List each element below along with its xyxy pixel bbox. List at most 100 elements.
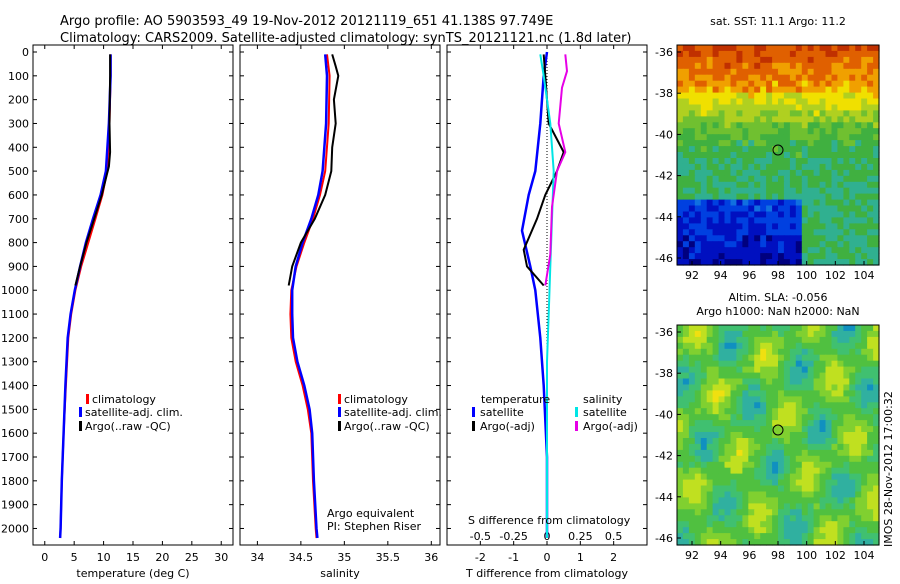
map-cell xyxy=(682,146,690,153)
map-cell xyxy=(694,354,702,362)
map-cell xyxy=(831,116,838,123)
map-cell xyxy=(795,45,803,52)
map-cell xyxy=(813,187,821,195)
map-cell xyxy=(712,330,720,338)
map-cell xyxy=(849,360,856,368)
map-cell xyxy=(801,217,809,224)
map-cell xyxy=(855,128,862,135)
map-cell xyxy=(837,211,844,218)
map-cell xyxy=(789,396,797,403)
map-cell xyxy=(718,443,726,451)
map-cell xyxy=(831,146,838,153)
map-cell xyxy=(837,342,844,350)
map-cell xyxy=(795,360,803,368)
map-cell xyxy=(677,521,684,528)
s-tick-label: -0.5 xyxy=(470,530,491,543)
map-cell xyxy=(801,414,809,421)
map-cell xyxy=(873,241,880,248)
map-cell xyxy=(694,461,702,469)
map-cell xyxy=(795,479,803,487)
map-cell xyxy=(819,348,827,356)
map-cell xyxy=(867,420,874,427)
map-cell xyxy=(778,539,785,546)
map-cell xyxy=(712,116,720,123)
map-cell xyxy=(730,497,737,504)
map-cell xyxy=(855,360,862,368)
map-cell xyxy=(831,253,838,260)
map-cell xyxy=(760,485,767,492)
map-cell xyxy=(855,110,862,117)
map-cell xyxy=(807,211,815,218)
map-cell xyxy=(712,211,720,218)
map-cell xyxy=(677,426,684,433)
map-cell xyxy=(754,533,761,540)
map-cell xyxy=(867,449,874,457)
map-cell xyxy=(867,199,874,207)
map-cell xyxy=(694,146,702,153)
map-cell xyxy=(867,443,874,451)
map-x-tick-label: 100 xyxy=(796,269,817,282)
map-cell xyxy=(688,181,696,189)
map-cell xyxy=(819,485,827,492)
map-cell xyxy=(789,402,797,409)
map-cell xyxy=(724,354,731,362)
map-cell xyxy=(694,80,702,88)
map-cell xyxy=(772,187,779,195)
map-cell xyxy=(736,175,743,183)
map-cell xyxy=(825,98,832,105)
map-cell xyxy=(724,193,731,201)
map-cell xyxy=(789,509,797,516)
map-cell xyxy=(677,134,684,141)
map-cell xyxy=(855,116,862,123)
map-cell xyxy=(783,74,791,82)
map-cell xyxy=(783,342,791,350)
map-cell xyxy=(677,146,684,153)
map-cell xyxy=(783,533,791,540)
map-cell xyxy=(783,360,791,368)
map-cell xyxy=(736,169,743,177)
map-cell xyxy=(843,74,850,82)
map-cell xyxy=(688,372,696,380)
map-y-tick-label: -36 xyxy=(655,326,673,339)
map-cell xyxy=(873,253,880,260)
map-cell xyxy=(843,175,850,183)
map-cell xyxy=(736,485,743,492)
x-tick-label: 2 xyxy=(610,551,617,564)
map-cell xyxy=(789,92,797,100)
map-cell xyxy=(730,259,737,266)
map-cell xyxy=(783,205,791,212)
map-cell xyxy=(706,187,714,195)
map-cell xyxy=(778,455,785,463)
map-cell xyxy=(730,372,737,380)
legend-swatch-s-argo xyxy=(575,421,578,431)
map-cell xyxy=(789,211,797,218)
map-cell xyxy=(700,205,708,212)
map-cell xyxy=(712,98,720,105)
map-cell xyxy=(682,205,690,212)
map-cell xyxy=(677,497,684,504)
map-cell xyxy=(855,366,862,374)
map-cell xyxy=(867,140,874,147)
map-cell xyxy=(855,408,862,415)
map-cell xyxy=(677,104,684,111)
map-cell xyxy=(694,122,702,129)
map-cell xyxy=(831,378,838,385)
map-cell xyxy=(873,527,880,534)
map-cell xyxy=(789,181,797,189)
map-cell xyxy=(706,408,714,415)
map-cell xyxy=(688,354,696,362)
map-cell xyxy=(825,187,832,195)
map-cell xyxy=(843,253,850,260)
map-cell xyxy=(718,152,726,159)
map-cell xyxy=(843,62,850,70)
y-tick-label: 2000 xyxy=(1,522,29,535)
map-cell xyxy=(867,372,874,380)
map-cell xyxy=(778,533,785,540)
map-cell xyxy=(760,360,767,368)
map-cell xyxy=(861,140,868,147)
map-cell xyxy=(795,420,803,427)
map-cell xyxy=(825,122,832,129)
map-cell xyxy=(778,449,785,457)
map-cell xyxy=(724,253,731,260)
map-cell xyxy=(682,134,690,141)
